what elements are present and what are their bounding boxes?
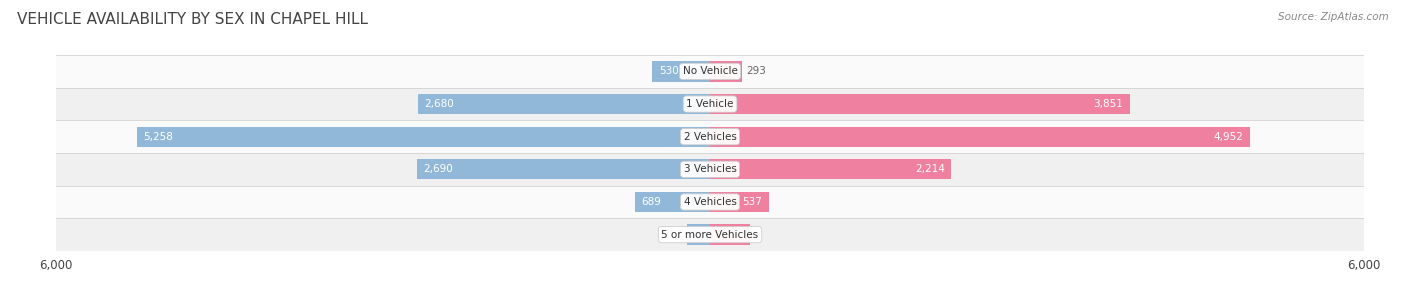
Text: 364: 364 xyxy=(723,230,744,240)
Text: 3 Vehicles: 3 Vehicles xyxy=(683,164,737,174)
Bar xyxy=(418,159,710,179)
Text: 530: 530 xyxy=(659,66,679,76)
Text: 537: 537 xyxy=(742,197,762,207)
Text: 4,952: 4,952 xyxy=(1213,132,1243,142)
Bar xyxy=(710,127,1250,147)
Text: No Vehicle: No Vehicle xyxy=(682,66,738,76)
Bar xyxy=(56,153,1364,186)
Text: 2,680: 2,680 xyxy=(425,99,454,109)
Bar xyxy=(138,127,710,147)
Text: 213: 213 xyxy=(662,230,682,240)
Legend: Male, Female: Male, Female xyxy=(634,304,786,306)
Bar xyxy=(56,55,1364,88)
Text: 1 Vehicle: 1 Vehicle xyxy=(686,99,734,109)
Text: 689: 689 xyxy=(641,197,661,207)
Text: Source: ZipAtlas.com: Source: ZipAtlas.com xyxy=(1278,12,1389,22)
Text: 2,690: 2,690 xyxy=(423,164,453,174)
Text: 2,214: 2,214 xyxy=(915,164,945,174)
Bar xyxy=(710,225,749,245)
Bar xyxy=(710,192,769,212)
Text: VEHICLE AVAILABILITY BY SEX IN CHAPEL HILL: VEHICLE AVAILABILITY BY SEX IN CHAPEL HI… xyxy=(17,12,368,27)
Text: 5 or more Vehicles: 5 or more Vehicles xyxy=(661,230,759,240)
Bar xyxy=(56,186,1364,218)
Text: 3,851: 3,851 xyxy=(1094,99,1123,109)
Text: 5,258: 5,258 xyxy=(143,132,173,142)
Bar xyxy=(56,218,1364,251)
Bar xyxy=(710,94,1129,114)
Bar xyxy=(56,120,1364,153)
Text: 2 Vehicles: 2 Vehicles xyxy=(683,132,737,142)
Bar xyxy=(418,94,710,114)
Bar xyxy=(686,225,710,245)
Text: 4 Vehicles: 4 Vehicles xyxy=(683,197,737,207)
Bar xyxy=(710,159,952,179)
Text: 293: 293 xyxy=(747,66,766,76)
Bar xyxy=(710,61,742,81)
Bar xyxy=(636,192,710,212)
Bar xyxy=(652,61,710,81)
Bar xyxy=(56,88,1364,120)
